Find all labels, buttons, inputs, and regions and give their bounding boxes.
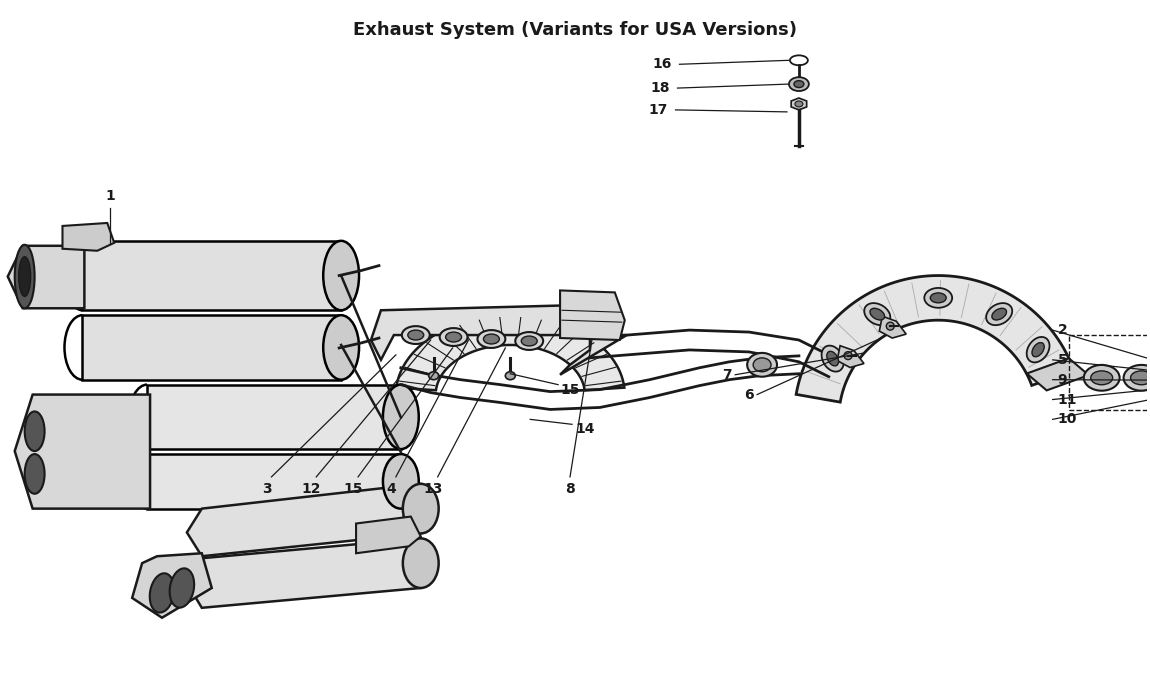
Text: 6: 6 [744,387,754,402]
Polygon shape [147,385,401,449]
Ellipse shape [789,77,808,91]
Ellipse shape [401,326,430,344]
Polygon shape [560,290,624,340]
Ellipse shape [477,330,505,348]
Ellipse shape [402,538,438,588]
Text: 2: 2 [1058,323,1067,337]
Polygon shape [791,98,806,110]
Ellipse shape [1032,343,1044,357]
Text: 8: 8 [565,482,575,496]
Text: 9: 9 [1058,373,1067,387]
Ellipse shape [24,454,45,494]
Ellipse shape [515,332,543,350]
Bar [1068,335,1149,410]
Ellipse shape [439,328,468,346]
Ellipse shape [887,322,895,330]
Polygon shape [83,241,342,310]
Ellipse shape [1124,365,1150,391]
Ellipse shape [521,336,537,346]
Ellipse shape [930,293,946,303]
Ellipse shape [170,568,194,608]
Ellipse shape [505,372,515,380]
Ellipse shape [429,372,438,380]
Text: 18: 18 [650,81,669,95]
Text: 1: 1 [106,189,115,203]
Ellipse shape [1130,371,1150,385]
Text: 16: 16 [652,57,672,71]
Polygon shape [62,223,114,251]
Ellipse shape [748,353,777,377]
Text: 12: 12 [301,482,321,496]
Ellipse shape [446,332,461,342]
Text: 14: 14 [575,422,595,436]
Polygon shape [1027,359,1089,391]
Ellipse shape [1027,337,1050,363]
Ellipse shape [795,101,803,107]
Text: 15: 15 [344,482,363,496]
Ellipse shape [987,303,1012,325]
Ellipse shape [925,288,952,308]
Ellipse shape [402,484,438,533]
Polygon shape [880,316,906,338]
Ellipse shape [1090,371,1113,385]
Ellipse shape [408,330,423,340]
Polygon shape [837,346,864,367]
Text: 17: 17 [649,103,667,117]
Ellipse shape [790,55,807,66]
Polygon shape [397,316,624,390]
Ellipse shape [844,352,852,359]
Ellipse shape [383,385,419,449]
Text: 15: 15 [560,382,580,397]
Text: 3: 3 [262,482,271,496]
Polygon shape [15,395,150,509]
Ellipse shape [150,573,175,613]
Ellipse shape [24,411,45,451]
Ellipse shape [18,257,31,296]
Polygon shape [187,538,431,608]
Ellipse shape [793,81,804,87]
Ellipse shape [483,334,499,344]
Polygon shape [83,316,342,380]
Polygon shape [147,454,401,509]
Text: 4: 4 [386,482,396,496]
Polygon shape [796,275,1074,402]
Ellipse shape [323,316,359,380]
Ellipse shape [753,358,770,372]
Ellipse shape [865,303,890,325]
Ellipse shape [323,241,359,310]
Polygon shape [187,484,431,556]
Ellipse shape [821,346,844,372]
Polygon shape [356,516,421,553]
Ellipse shape [1083,365,1120,391]
Text: 10: 10 [1058,413,1078,426]
Polygon shape [132,553,212,617]
Text: 7: 7 [722,367,733,382]
Ellipse shape [869,308,884,320]
Ellipse shape [383,454,419,509]
Ellipse shape [991,308,1006,320]
Ellipse shape [15,245,34,308]
Polygon shape [371,305,627,375]
Polygon shape [8,246,84,308]
Text: Exhaust System (Variants for USA Versions): Exhaust System (Variants for USA Version… [353,20,797,39]
Text: 5: 5 [1058,353,1067,367]
Text: 11: 11 [1058,393,1078,406]
Ellipse shape [827,351,838,366]
Text: 13: 13 [423,482,443,496]
